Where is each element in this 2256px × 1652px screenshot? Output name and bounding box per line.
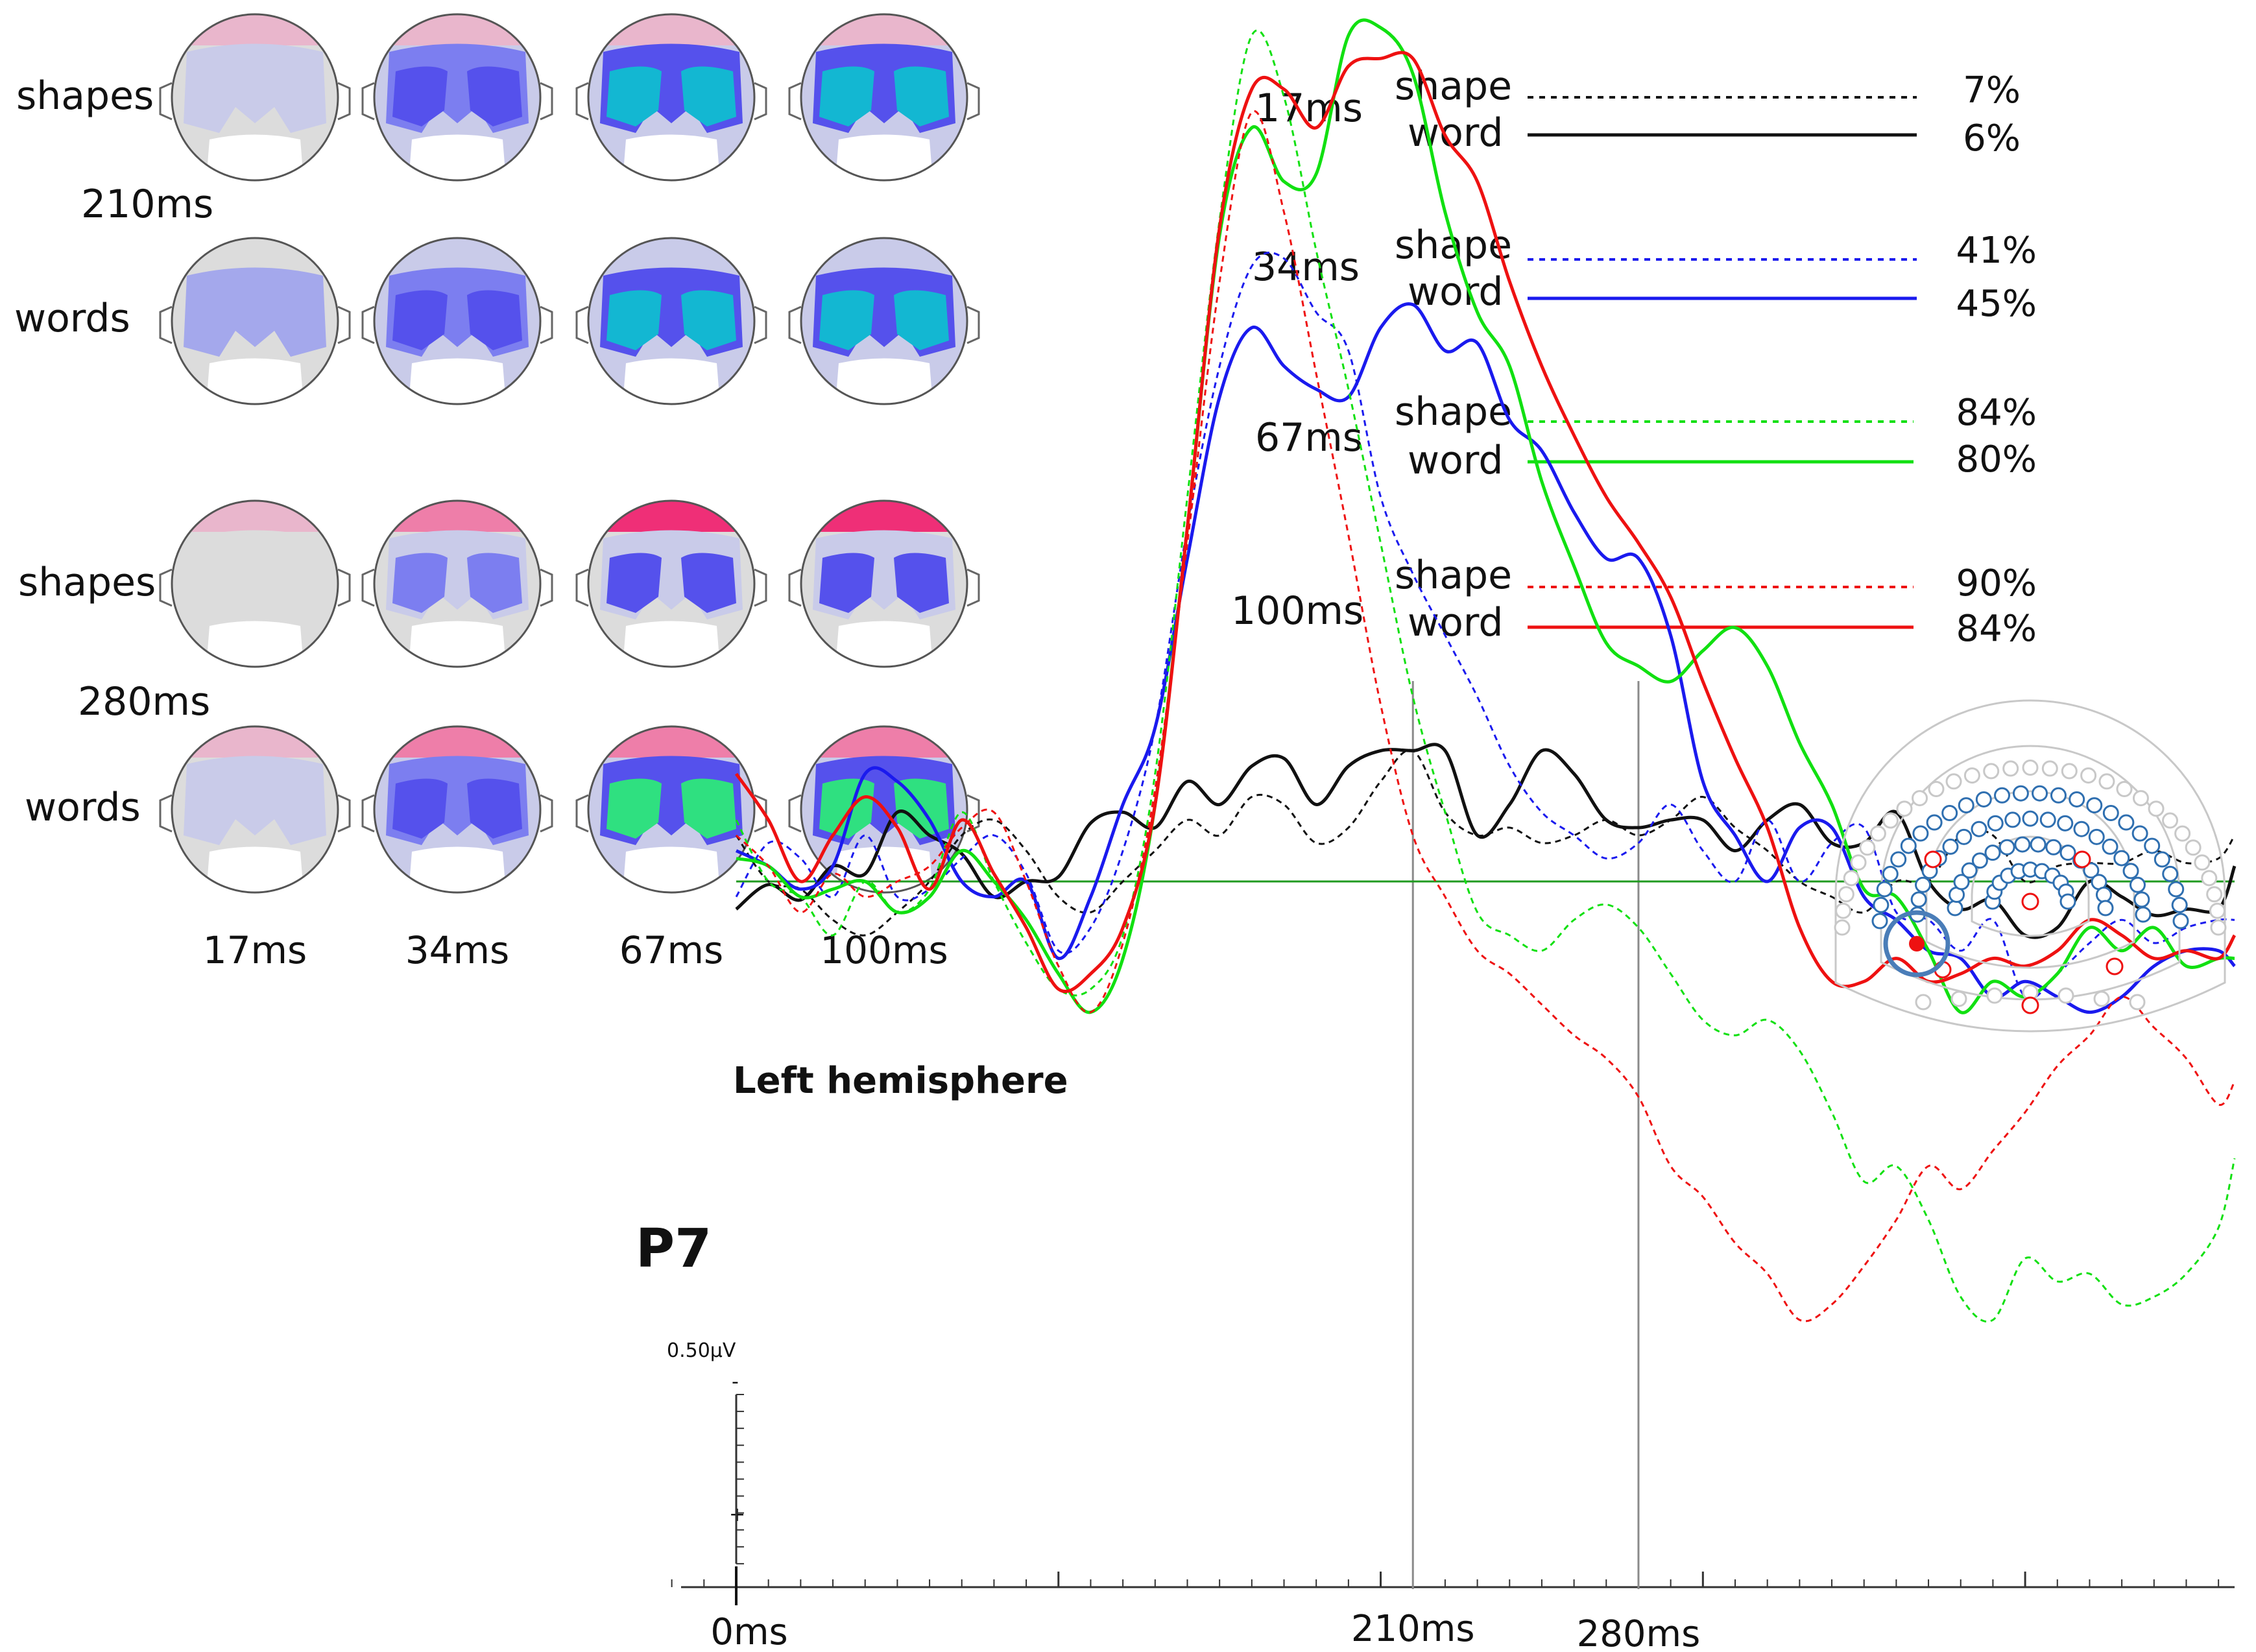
topomap-row2-34ms (361, 237, 553, 405)
topomap-row2-17ms (159, 237, 351, 405)
time-axis (671, 1566, 2235, 1605)
legend-word-pct-100ms: 84% (1956, 608, 2037, 650)
legend-shape-pct-17ms: 7% (1963, 69, 2021, 112)
trace-shape-100ms (735, 110, 2236, 1323)
topographic-map-grid (159, 13, 980, 894)
topomap-row1-100ms (788, 13, 980, 182)
topomap-row2-67ms (575, 237, 767, 405)
legend-time-34ms: 34ms (1252, 245, 1360, 290)
legend-time-67ms: 67ms (1255, 415, 1363, 461)
legend-shape-label-100ms: shape (1395, 553, 1512, 598)
trace-shape-34ms (735, 251, 2235, 1000)
row-label-words-210: words (14, 296, 130, 341)
topomap-time-label-17ms: 17ms (203, 928, 307, 972)
legend-word-label-100ms: word (1408, 600, 1503, 645)
electrode-montage (1834, 699, 2227, 1033)
topomap-row3-34ms (361, 499, 553, 668)
legend-word-pct-34ms: 45% (1956, 283, 2037, 325)
topomap-row3-67ms (575, 499, 767, 668)
amplitude-scale-bar (735, 1394, 744, 1564)
chart-title: Left hemisphere (733, 1060, 1068, 1102)
topomap-time-label-100ms: 100ms (820, 928, 948, 972)
legend-word-pct-17ms: 6% (1963, 117, 2021, 160)
legend-time-100ms: 100ms (1231, 588, 1363, 634)
legend-shape-pct-67ms: 84% (1956, 392, 2037, 434)
trace-shape-17ms (735, 748, 2236, 937)
legend: 17ms shape word 7% 6% 34ms shape word 41… (1231, 64, 2037, 650)
erp-traces (734, 18, 2237, 1323)
p7-highlight-ring (1883, 910, 1950, 977)
topomap-row3-17ms (159, 499, 351, 668)
topomap-row4-67ms (575, 725, 767, 894)
legend-entry-67ms: 67ms shape word 84% 80% (1255, 389, 2037, 483)
legend-entry-17ms: 17ms shape word 7% 6% (1255, 64, 2021, 160)
row-label-shapes-280: shapes (18, 560, 156, 605)
legend-shape-pct-100ms: 90% (1956, 562, 2037, 605)
montage-head (1834, 699, 2227, 1033)
topomap-row4-17ms (159, 725, 351, 894)
legend-shape-pct-34ms: 41% (1956, 230, 2037, 272)
trace-word-67ms (736, 18, 2235, 1014)
x-tick-label-280ms: 280ms (1577, 1613, 1701, 1652)
block-label-280ms: 280ms (78, 679, 210, 724)
topomap-row1-34ms (361, 13, 553, 182)
trace-shape-67ms (735, 29, 2236, 1323)
row-label-shapes-210: shapes (16, 73, 154, 119)
legend-entry-100ms: 100ms shape word 90% 84% (1231, 553, 2037, 650)
topomap-row2-100ms (788, 237, 980, 405)
row-label-words-280: words (25, 785, 141, 830)
channel-label: P7 (636, 1218, 712, 1280)
x-tick-label-0ms: 0ms (710, 1611, 787, 1652)
p7-electrode-dot (1909, 936, 1925, 952)
legend-entry-34ms: 34ms shape word 41% 45% (1252, 222, 2037, 325)
scale-plus-label: + (729, 1503, 745, 1526)
topomap-row3-100ms (788, 499, 980, 668)
legend-shape-label-17ms: shape (1395, 64, 1512, 109)
topomap-row1-17ms (159, 13, 351, 182)
topomap-row1-67ms (575, 13, 767, 182)
trace-word-100ms (734, 51, 2237, 994)
scale-minus-label: - (732, 1371, 739, 1393)
topomap-row4-34ms (361, 725, 553, 894)
erp-chart: Left hemisphere P7 0.50µV - + 0ms 210ms … (636, 18, 2237, 1652)
legend-word-label-34ms: word (1408, 269, 1503, 315)
block-label-210ms: 210ms (81, 182, 213, 227)
topomap-time-label-34ms: 34ms (405, 928, 510, 972)
legend-shape-label-67ms: shape (1395, 389, 1512, 435)
x-tick-label-210ms: 210ms (1351, 1608, 1475, 1650)
scale-label: 0.50µV (667, 1339, 736, 1362)
legend-word-label-67ms: word (1408, 438, 1503, 483)
legend-word-pct-67ms: 80% (1956, 438, 2037, 481)
topomap-time-label-67ms: 67ms (619, 928, 724, 972)
